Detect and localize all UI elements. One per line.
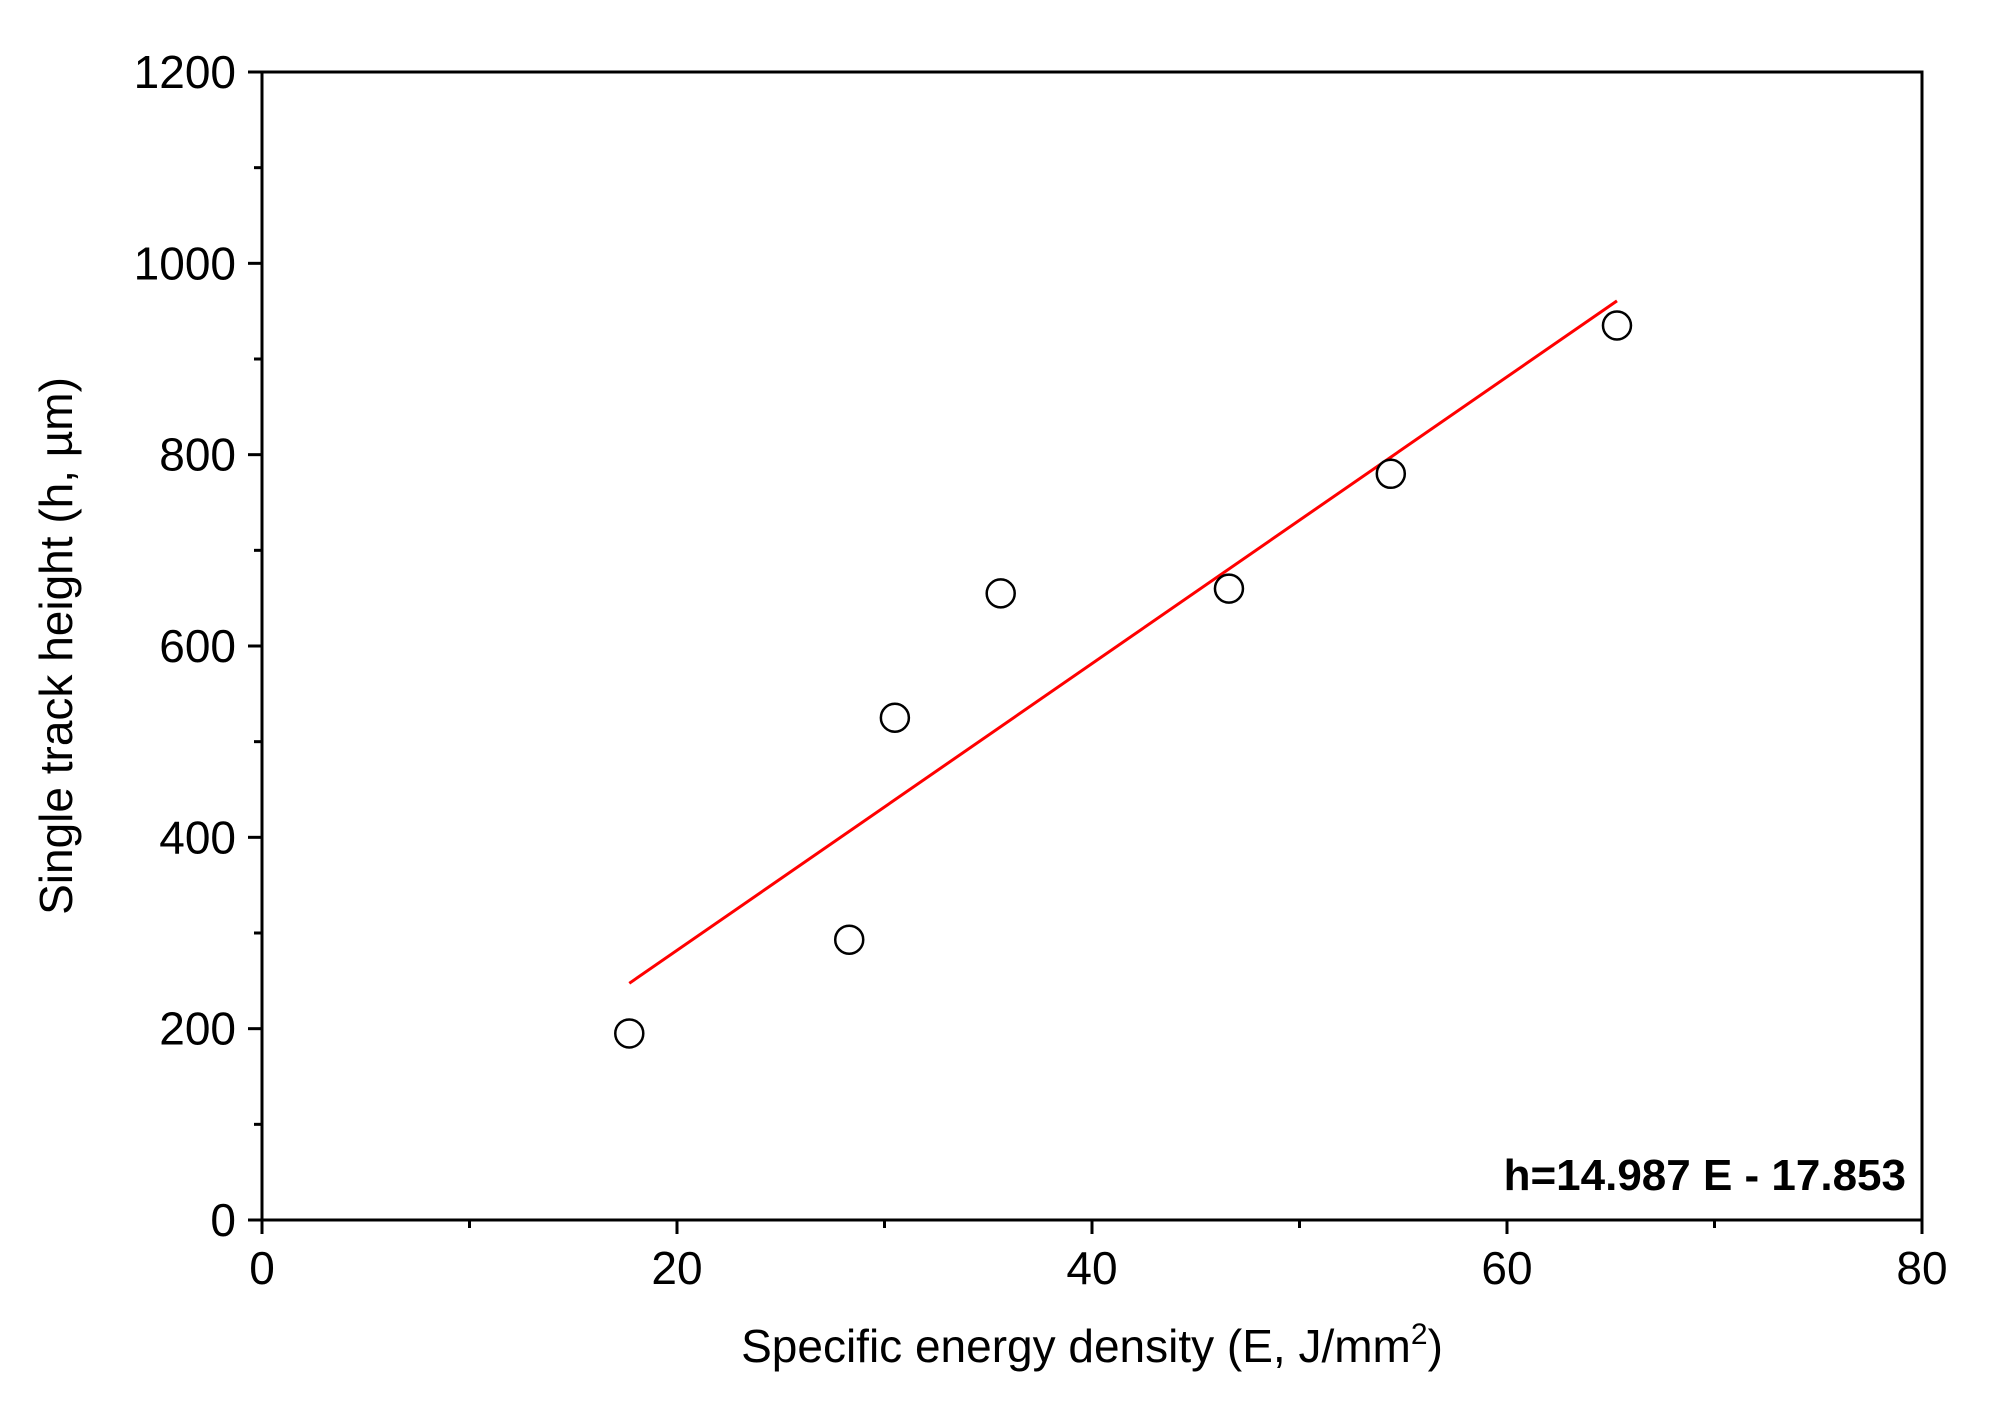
- plot-frame: [260, 70, 1924, 1222]
- data-point: [1601, 310, 1633, 341]
- x-tick-label: 40: [1066, 1242, 1117, 1294]
- data-point: [1213, 573, 1245, 604]
- y-tick-label: 200: [159, 1003, 236, 1055]
- y-tick-label: 1200: [134, 46, 236, 98]
- x-tick-label: 20: [651, 1242, 702, 1294]
- x-axis-title-suffix: ): [1428, 1320, 1443, 1372]
- y-tick-label: 1000: [134, 237, 236, 289]
- marks-layer: [614, 299, 1633, 1049]
- data-point: [833, 924, 865, 955]
- data-point: [1375, 458, 1407, 490]
- x-tick-label: 80: [1896, 1242, 1947, 1294]
- y-tick-label: 400: [159, 811, 236, 863]
- x-axis-title: Specific energy density (E, J/mm2): [741, 1318, 1443, 1372]
- x-tick-label: 0: [249, 1242, 275, 1294]
- y-tick-label: 0: [210, 1194, 236, 1246]
- fit-equation-annotation: h=14.987 E - 17.853: [1504, 1151, 1906, 1200]
- y-tick-label: 800: [159, 429, 236, 481]
- data-point: [879, 702, 911, 733]
- y-axis-title: Single track height (h, µm): [30, 377, 82, 915]
- x-tick-label: 60: [1481, 1242, 1532, 1294]
- data-point: [614, 1018, 645, 1049]
- linear-fit-line: [628, 299, 1618, 985]
- x-axis-title-main: Specific energy density (E, J/mm: [741, 1320, 1411, 1372]
- y-tick-label: 600: [159, 620, 236, 672]
- x-axis-title-superscript: 2: [1411, 1318, 1428, 1351]
- data-point: [985, 578, 1016, 609]
